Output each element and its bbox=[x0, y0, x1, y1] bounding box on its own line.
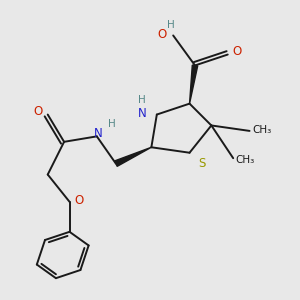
Text: S: S bbox=[198, 157, 206, 170]
Text: H: H bbox=[167, 20, 174, 29]
Text: N: N bbox=[137, 107, 146, 120]
Polygon shape bbox=[115, 147, 152, 167]
Text: H: H bbox=[108, 119, 116, 129]
Text: O: O bbox=[74, 194, 84, 207]
Text: CH₃: CH₃ bbox=[252, 124, 272, 134]
Text: N: N bbox=[94, 127, 103, 140]
Text: O: O bbox=[232, 45, 242, 58]
Text: O: O bbox=[34, 105, 43, 118]
Text: CH₃: CH₃ bbox=[236, 154, 255, 164]
Polygon shape bbox=[190, 65, 198, 103]
Text: H: H bbox=[138, 94, 146, 104]
Text: O: O bbox=[158, 28, 167, 40]
